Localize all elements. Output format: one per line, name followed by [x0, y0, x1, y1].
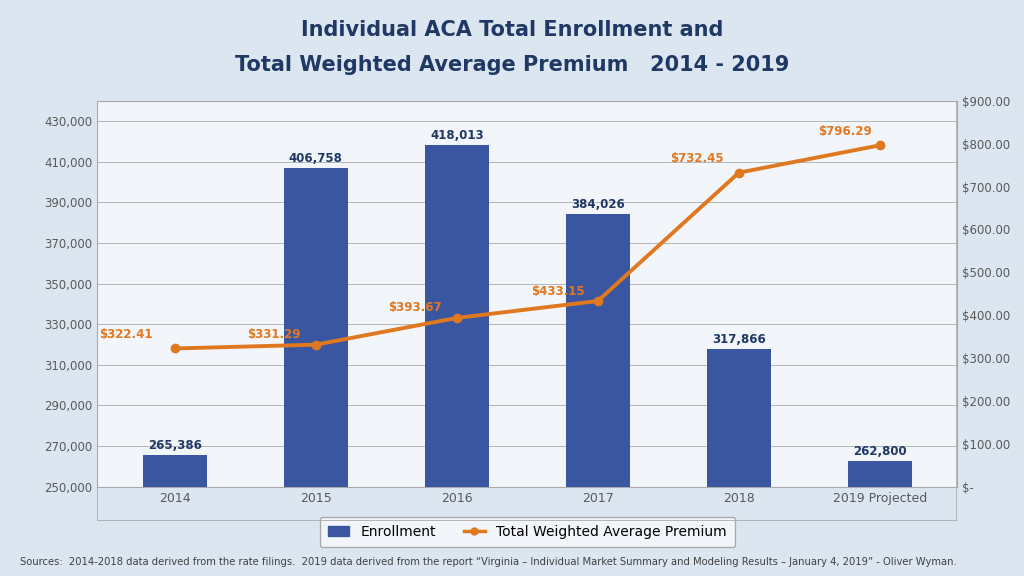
- Bar: [143, 456, 207, 576]
- Text: 262,800: 262,800: [853, 445, 906, 458]
- Text: $322.41: $322.41: [98, 328, 153, 341]
- Text: $331.29: $331.29: [247, 328, 300, 341]
- Text: $393.67: $393.67: [388, 301, 441, 314]
- Text: Total Weighted Average Premium   2014 - 2019: Total Weighted Average Premium 2014 - 20…: [234, 55, 790, 75]
- Text: 418,013: 418,013: [430, 130, 483, 142]
- Text: $433.15: $433.15: [531, 285, 585, 298]
- Text: Sources:  2014-2018 data derived from the rate filings.  2019 data derived from : Sources: 2014-2018 data derived from the…: [20, 558, 957, 567]
- Text: 265,386: 265,386: [147, 439, 202, 452]
- Bar: [425, 146, 488, 576]
- Text: $732.45: $732.45: [670, 152, 723, 165]
- Bar: [566, 214, 630, 576]
- Legend: Enrollment, Total Weighted Average Premium: Enrollment, Total Weighted Average Premi…: [321, 517, 734, 547]
- Text: 384,026: 384,026: [571, 199, 625, 211]
- Text: 406,758: 406,758: [289, 152, 343, 165]
- Bar: [708, 349, 771, 576]
- Text: Individual ACA Total Enrollment and: Individual ACA Total Enrollment and: [301, 20, 723, 40]
- Bar: [284, 168, 347, 576]
- Bar: [848, 461, 911, 576]
- Text: $796.29: $796.29: [818, 124, 871, 138]
- Text: 317,866: 317,866: [712, 333, 766, 346]
